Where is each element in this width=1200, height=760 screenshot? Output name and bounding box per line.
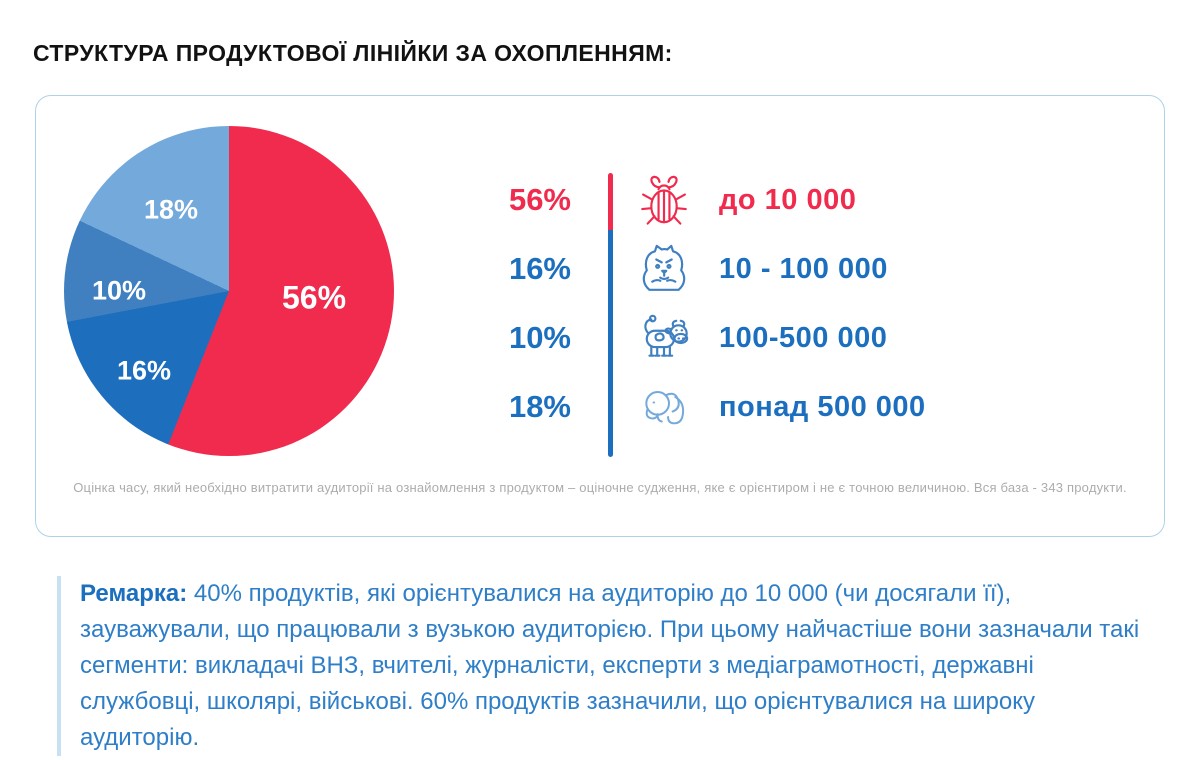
pie-chart bbox=[64, 126, 394, 456]
legend-label: 10 - 100 000 bbox=[719, 252, 888, 285]
remark-text: 40% продуктів, які орієнтувалися на ауди… bbox=[80, 580, 1140, 751]
legend-label: 100-500 000 bbox=[719, 321, 888, 354]
legend-row-10-100000: 16% 10 - 100 000 bbox=[471, 240, 926, 298]
elephant-icon bbox=[635, 378, 693, 436]
remark-block: Ремарка: 40% продуктів, які орієнтувалис… bbox=[57, 576, 1142, 756]
pie-slice-label-16: 16% bbox=[116, 355, 172, 386]
pie-chart-wrap: 56% 16% 10% 18% bbox=[64, 126, 394, 456]
legend-divider bbox=[608, 173, 613, 457]
pie-slice-label-10: 10% bbox=[91, 275, 147, 306]
page-title: СТРУКТУРА ПРОДУКТОВОЇ ЛІНІЙКИ ЗА ОХОПЛЕН… bbox=[33, 40, 673, 66]
legend-divider-blue-segment bbox=[608, 230, 613, 457]
legend-label: до 10 000 bbox=[719, 183, 857, 216]
beetle-icon bbox=[635, 171, 693, 229]
legend-percent: 56% bbox=[508, 182, 571, 217]
legend-percent: 16% bbox=[508, 251, 571, 286]
chart-card: 56% 16% 10% 18% 56% bbox=[35, 95, 1165, 537]
legend-percent: 10% bbox=[508, 320, 571, 355]
remark-label: Ремарка: bbox=[80, 580, 188, 607]
legend-label: понад 500 000 bbox=[719, 390, 926, 423]
pie-slice-label-56: 56% bbox=[281, 279, 347, 316]
legend-percent: 18% bbox=[508, 389, 571, 424]
pie-slice-label-18: 18% bbox=[143, 194, 199, 225]
chart-footnote: Оцінка часу, який необхідно витратити ау… bbox=[73, 480, 1127, 495]
legend-row-over-500000: 18% понад 500 000 bbox=[471, 378, 926, 436]
cat-icon bbox=[635, 240, 693, 298]
legend-divider-red-segment bbox=[608, 173, 613, 230]
legend: 56% до 10 000 bbox=[471, 171, 926, 447]
legend-row-under-10000: 56% до 10 000 bbox=[471, 171, 926, 229]
legend-row-100-500000: 10% bbox=[471, 309, 926, 367]
cow-icon bbox=[635, 309, 693, 367]
